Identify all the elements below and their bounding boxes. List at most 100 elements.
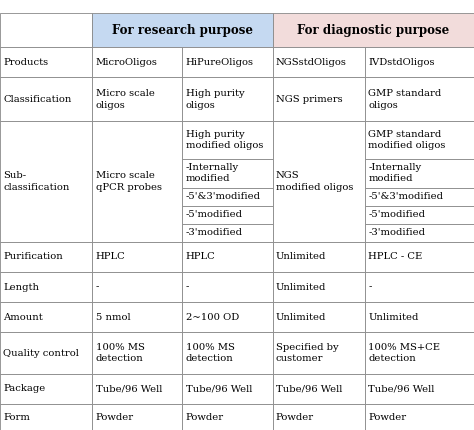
Bar	[0, 374, 92, 404]
Bar	[365, 121, 474, 159]
Text: HPLC - CE: HPLC - CE	[368, 252, 422, 261]
Bar	[365, 332, 474, 374]
Bar	[0, 47, 92, 77]
Text: NGSstdOligos: NGSstdOligos	[276, 58, 347, 67]
Bar	[365, 404, 474, 430]
Text: -5'&3'modified: -5'&3'modified	[368, 192, 443, 201]
Text: Tube/96 Well: Tube/96 Well	[96, 384, 162, 393]
Bar	[92, 332, 182, 374]
Bar	[0, 77, 92, 121]
Text: High purity
oligos: High purity oligos	[186, 89, 245, 110]
Text: 100% MS
detection: 100% MS detection	[96, 343, 145, 363]
Bar	[182, 224, 273, 242]
Text: 100% MS+CE
detection: 100% MS+CE detection	[368, 343, 440, 363]
Bar	[273, 374, 365, 404]
Text: Amount: Amount	[3, 313, 43, 322]
Text: -5'modified: -5'modified	[368, 210, 425, 219]
Bar	[182, 187, 273, 206]
Bar	[365, 242, 474, 272]
Bar	[365, 272, 474, 302]
Bar	[365, 224, 474, 242]
Text: GMP standard
modified oligos: GMP standard modified oligos	[368, 130, 446, 150]
Bar	[0, 13, 92, 47]
Bar	[365, 77, 474, 121]
Bar	[92, 404, 182, 430]
Text: Powder: Powder	[276, 412, 314, 421]
Bar	[92, 121, 182, 242]
Text: Micro scale
qPCR probes: Micro scale qPCR probes	[96, 172, 162, 192]
Bar	[365, 187, 474, 206]
Bar	[92, 272, 182, 302]
Bar	[92, 242, 182, 272]
Text: -: -	[96, 283, 99, 292]
Text: Powder: Powder	[96, 412, 134, 421]
Bar	[92, 77, 182, 121]
Text: High purity
modified oligos: High purity modified oligos	[186, 130, 263, 150]
Bar	[0, 121, 92, 242]
Bar	[273, 302, 365, 332]
Text: NGS primers: NGS primers	[276, 95, 343, 104]
Text: HiPureOligos: HiPureOligos	[186, 58, 254, 67]
Text: Package: Package	[3, 384, 46, 393]
Text: -3'modified: -3'modified	[186, 228, 243, 237]
Bar	[182, 77, 273, 121]
Text: Unlimited: Unlimited	[368, 313, 419, 322]
Bar	[92, 13, 273, 47]
Bar	[365, 302, 474, 332]
Text: MicroOligos: MicroOligos	[96, 58, 158, 67]
Text: IVDstdOligos: IVDstdOligos	[368, 58, 435, 67]
Bar	[182, 302, 273, 332]
Bar	[273, 47, 365, 77]
Text: Sub-
classification: Sub- classification	[3, 172, 70, 192]
Bar	[273, 332, 365, 374]
Text: -: -	[368, 283, 372, 292]
Bar	[92, 302, 182, 332]
Text: 100% MS
detection: 100% MS detection	[186, 343, 235, 363]
Bar	[0, 404, 92, 430]
Bar	[0, 242, 92, 272]
Bar	[182, 159, 273, 187]
Bar	[182, 332, 273, 374]
Text: Powder: Powder	[186, 412, 224, 421]
Text: Powder: Powder	[368, 412, 406, 421]
Bar	[273, 121, 365, 242]
Text: Form: Form	[3, 412, 30, 421]
Bar	[0, 272, 92, 302]
Text: -5'modified: -5'modified	[186, 210, 243, 219]
Text: GMP standard
oligos: GMP standard oligos	[368, 89, 442, 110]
Text: -3'modified: -3'modified	[368, 228, 425, 237]
Bar	[273, 272, 365, 302]
Text: NGS
modified oligos: NGS modified oligos	[276, 172, 353, 192]
Bar	[273, 242, 365, 272]
Text: -Internally
modified: -Internally modified	[186, 163, 239, 183]
Text: Length: Length	[3, 283, 39, 292]
Text: Specified by
customer: Specified by customer	[276, 343, 338, 363]
Bar	[365, 159, 474, 187]
Bar	[365, 47, 474, 77]
Bar	[0, 302, 92, 332]
Bar	[182, 374, 273, 404]
Text: Tube/96 Well: Tube/96 Well	[368, 384, 435, 393]
Text: -5'&3'modified: -5'&3'modified	[186, 192, 261, 201]
Text: Quality control: Quality control	[3, 349, 79, 358]
Bar	[273, 13, 474, 47]
Text: Unlimited: Unlimited	[276, 283, 326, 292]
Text: Classification: Classification	[3, 95, 72, 104]
Text: -: -	[186, 283, 189, 292]
Text: 5 nmol: 5 nmol	[96, 313, 130, 322]
Bar	[182, 121, 273, 159]
Text: For diagnostic purpose: For diagnostic purpose	[297, 24, 449, 37]
Text: Unlimited: Unlimited	[276, 313, 326, 322]
Text: Products: Products	[3, 58, 48, 67]
Text: -Internally
modified: -Internally modified	[368, 163, 421, 183]
Bar	[0, 332, 92, 374]
Bar	[365, 374, 474, 404]
Text: Unlimited: Unlimited	[276, 252, 326, 261]
Bar	[365, 206, 474, 224]
Bar	[273, 404, 365, 430]
Text: For research purpose: For research purpose	[112, 24, 253, 37]
Text: 2~100 OD: 2~100 OD	[186, 313, 239, 322]
Bar	[182, 242, 273, 272]
Text: Purification: Purification	[3, 252, 63, 261]
Text: HPLC: HPLC	[186, 252, 216, 261]
